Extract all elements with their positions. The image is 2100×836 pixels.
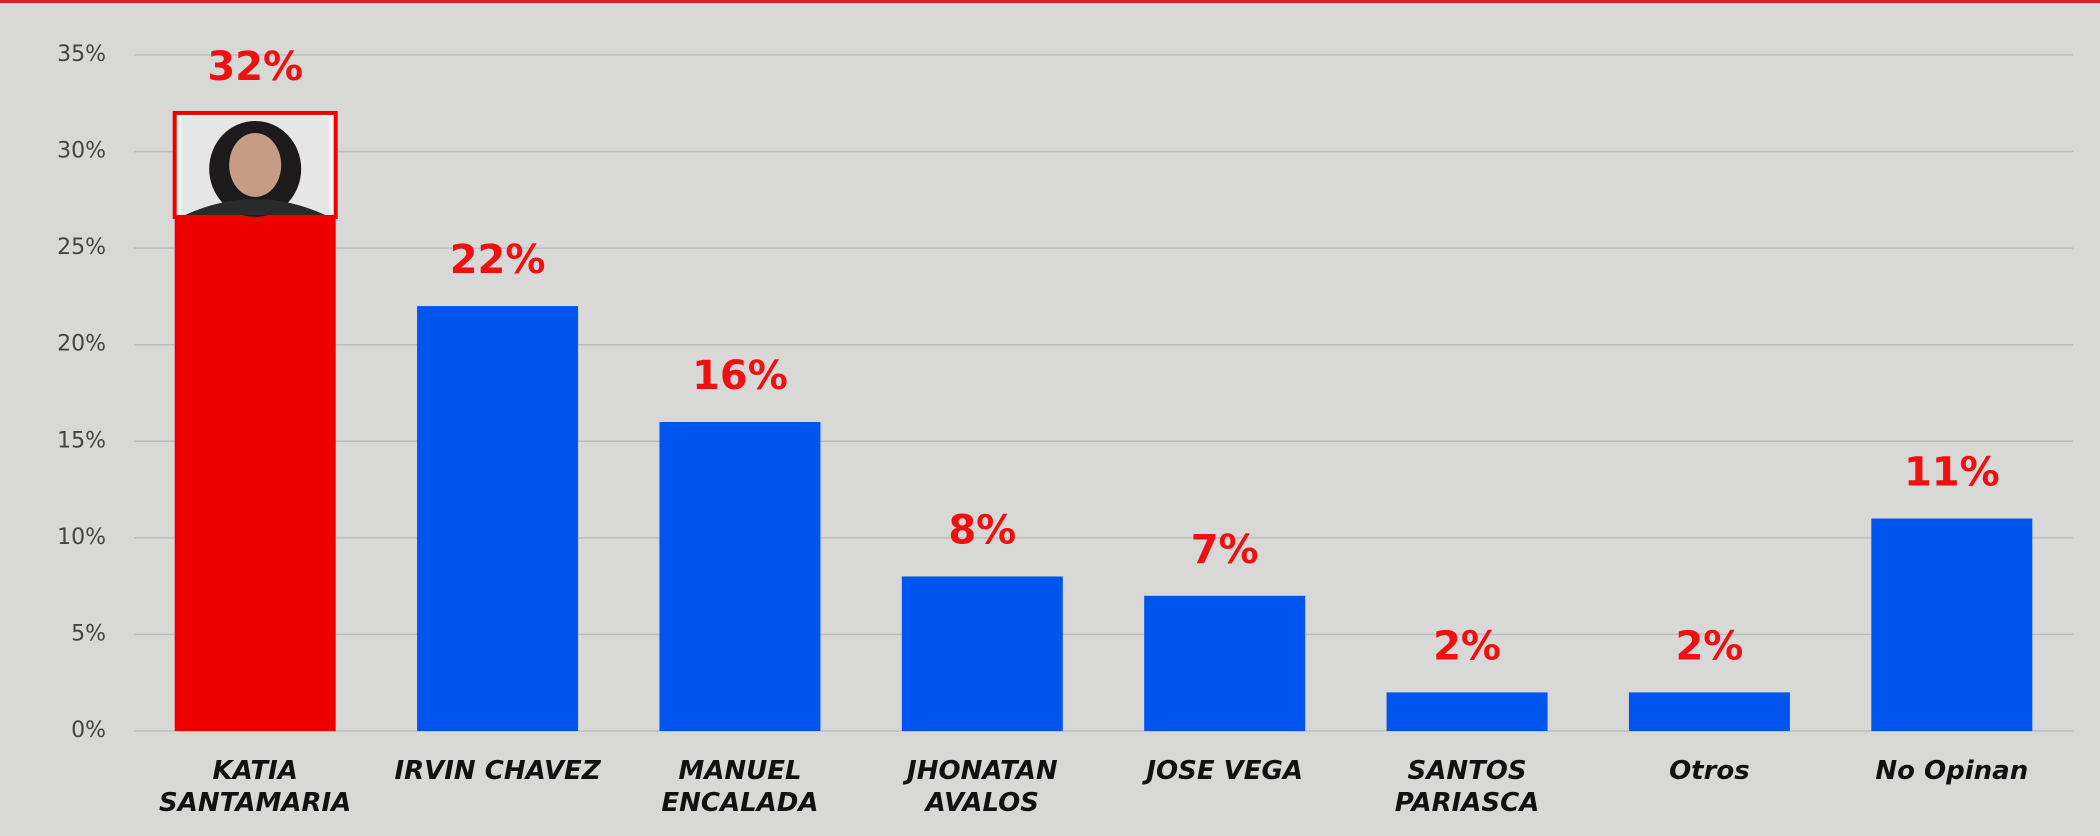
data-label: 11%	[1904, 450, 2000, 496]
bar	[1144, 595, 1306, 731]
y-tick-label: 20%	[57, 332, 106, 357]
bar	[901, 576, 1063, 731]
y-tick-label: 30%	[57, 139, 106, 164]
data-label: 2%	[1433, 623, 1501, 669]
x-tick-label: MANUEL ENCALADA	[661, 756, 819, 818]
data-label: 7%	[1191, 527, 1259, 573]
y-tick-label: 25%	[57, 235, 106, 260]
y-tick-label: 10%	[57, 525, 106, 550]
x-tick-label: No Opinan	[1875, 756, 2029, 786]
x-tick-label: JHONATAN AVALOS	[907, 756, 1058, 818]
y-tick-label: 15%	[57, 428, 106, 453]
photo-face	[229, 132, 282, 197]
bar	[417, 306, 579, 731]
data-label: 16%	[692, 353, 788, 399]
data-label: 22%	[450, 237, 546, 283]
x-tick-label: SANTOS PARIASCA	[1394, 756, 1540, 818]
bar	[1628, 692, 1790, 731]
x-tick-label: Otros	[1669, 756, 1750, 786]
data-label: 8%	[948, 507, 1016, 553]
x-tick-label: KATIA SANTAMARIA	[159, 756, 352, 818]
photo-shoulders	[185, 198, 326, 215]
y-tick-label: 0%	[71, 718, 106, 743]
candidate-photo	[172, 110, 338, 219]
bar	[1871, 518, 2033, 731]
data-label: 2%	[1675, 623, 1743, 669]
y-tick-label: 35%	[57, 42, 106, 67]
x-tick-label: IRVIN CHAVEZ	[394, 756, 601, 786]
y-tick-label: 5%	[71, 621, 106, 646]
chart: 0% 5% 10% 15% 20% 25% 30% 35% 32% 22% 16% 8% 7% 2% 2% 1…	[57, 42, 2073, 743]
x-tick-label: JOSE VEGA	[1146, 756, 1304, 786]
data-label: 32%	[207, 44, 303, 90]
bar	[1386, 692, 1548, 731]
bar	[659, 421, 821, 731]
